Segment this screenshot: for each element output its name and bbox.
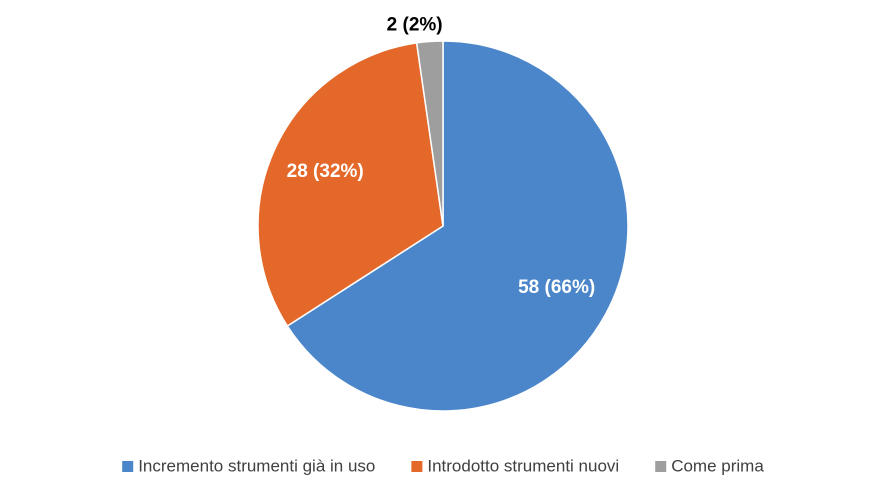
data-label: 28 (32%) <box>287 161 364 182</box>
pie-slice <box>286 40 629 412</box>
legend-label: Incremento strumenti già in uso <box>138 456 375 475</box>
legend-swatch <box>411 461 423 472</box>
legend-swatch <box>655 461 667 472</box>
pie-slice <box>415 40 444 227</box>
legend-swatch <box>122 461 134 472</box>
data-label: 2 (2%) <box>387 15 443 36</box>
legend-label: Introdotto strumenti nuovi <box>427 456 619 475</box>
pie-slice <box>257 42 444 328</box>
legend-label: Come prima <box>671 456 764 475</box>
data-label: 58 (66%) <box>518 277 595 298</box>
